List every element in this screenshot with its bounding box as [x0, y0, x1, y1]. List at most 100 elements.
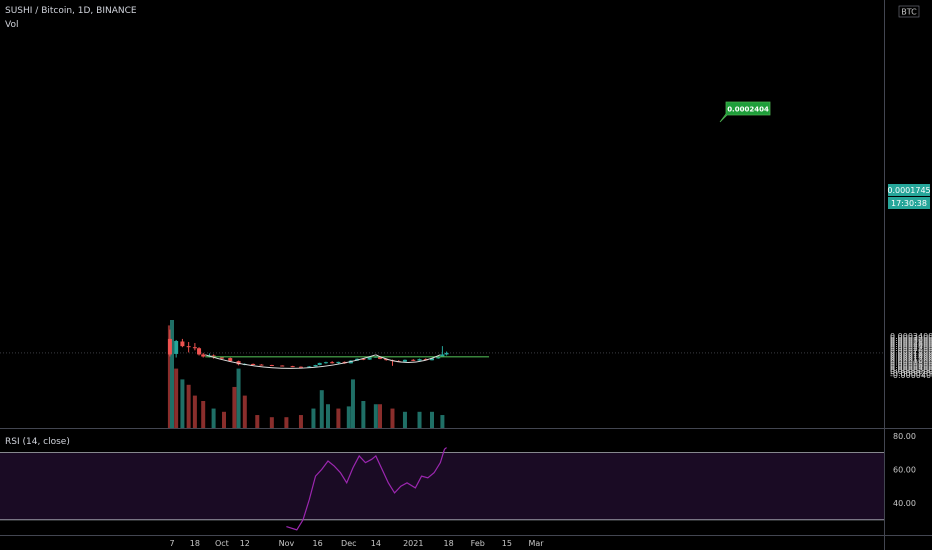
volume-bar	[284, 417, 289, 428]
volume-bar	[346, 406, 351, 428]
volume-bar	[311, 408, 316, 428]
volume-bar	[174, 368, 179, 428]
currency-tag	[898, 5, 920, 18]
rsi-tick-label: 80.00	[893, 432, 916, 441]
candle-body	[298, 366, 303, 368]
volume-bar	[298, 415, 303, 428]
price-tick-label: 0.0002200	[890, 344, 932, 353]
price-tick-label: 0.0002400	[890, 342, 932, 351]
volume-bar	[336, 408, 341, 428]
candle-body	[280, 365, 285, 367]
volume-bar	[417, 411, 422, 428]
volume-bar	[269, 417, 274, 428]
candle-body	[269, 364, 274, 366]
time-tick-label: Nov	[279, 539, 295, 548]
rsi-polyline	[286, 447, 447, 531]
price-tick-label: 0.0003000	[890, 336, 932, 345]
candle-body	[378, 356, 382, 359]
time-tick-label: 18	[444, 539, 454, 548]
volume-bar	[232, 386, 237, 428]
price-tick-label: 0.0001600	[890, 350, 932, 359]
time-tick-label: 16	[313, 539, 323, 548]
volume-bar	[430, 411, 434, 428]
peak-callout-text: 0.0002404	[727, 106, 769, 114]
peak-callout[interactable]	[719, 101, 771, 123]
candle-body	[317, 362, 322, 365]
candle-body	[251, 363, 256, 365]
time-tick-label: Feb	[471, 539, 485, 548]
rsi-line	[286, 447, 447, 531]
candle-body	[186, 346, 191, 348]
rsi-background	[0, 452, 884, 521]
candle-body	[259, 364, 264, 366]
volume-bar	[402, 411, 407, 428]
price-tick-label: 0.0003400	[890, 332, 932, 341]
rsi-legend[interactable]: RSI (14, close)	[5, 437, 70, 447]
volume-bar	[378, 404, 382, 428]
price-tick-label: 0.0001400	[890, 353, 932, 362]
volume-bar	[186, 384, 191, 428]
candle-body	[430, 358, 434, 361]
handle-arc	[375, 354, 441, 363]
candle-body	[219, 357, 224, 359]
pattern-annotations[interactable]	[205, 354, 490, 369]
volume-bar	[192, 395, 197, 428]
symbol-legend[interactable]: SUSHI / Bitcoin, 1D, BINANCE	[5, 6, 137, 16]
time-axis[interactable]: 7 18 Oct 12 Nov 16 Dec 14 2021 18 Feb 15 Mar	[169, 539, 544, 548]
rsi-tick-label: 40.00	[893, 499, 916, 508]
volume-bar	[440, 415, 445, 428]
price-tick-label: 0.0000400	[890, 363, 932, 372]
volume-bar	[170, 320, 174, 428]
price-pane	[0, 0, 884, 428]
volume-bar	[211, 408, 216, 428]
price-tick-label: 0.0002600	[890, 340, 932, 349]
time-tick-label: 18	[190, 539, 200, 548]
price-tick-label: 0.0001000	[890, 357, 932, 366]
candle-body	[423, 359, 428, 361]
price-tick-label: 0.0000800	[890, 359, 932, 368]
candle-body	[440, 354, 445, 357]
candle-body	[180, 341, 185, 347]
candle-body	[402, 359, 407, 362]
candle-body	[174, 340, 179, 354]
rsi-tick-label: 60.00	[893, 465, 916, 474]
volume-bar	[236, 368, 241, 428]
candle-body	[367, 357, 372, 360]
price-axis[interactable]: 0.00034000.00032000.00030000.00028000.00…	[890, 332, 932, 380]
last-price-text: 0.0001745	[887, 186, 930, 195]
volume-bar	[390, 408, 395, 428]
price-tick-label: 0.0001200	[890, 355, 932, 364]
currency-label: BTC	[901, 8, 917, 17]
volume-bar	[167, 325, 172, 428]
time-tick-label: 12	[240, 539, 250, 548]
volume-legend[interactable]: Vol	[5, 20, 19, 30]
volume-bar	[373, 404, 378, 428]
time-tick-label: Oct	[215, 539, 229, 548]
candle-body	[336, 361, 341, 364]
volume-bars	[167, 320, 445, 428]
time-tick-label: Mar	[528, 539, 544, 548]
time-tick-label: Dec	[341, 539, 356, 548]
time-tick-label: 14	[371, 539, 381, 548]
candle-body	[236, 361, 241, 365]
last-price-badge	[888, 184, 930, 196]
volume-bar	[326, 404, 330, 428]
candle-body	[330, 362, 335, 364]
candle-body	[307, 366, 312, 368]
volume-bar	[255, 415, 260, 428]
candle-body	[361, 358, 366, 360]
candle-body	[313, 364, 318, 367]
price-tick-label: 0.0001800	[890, 348, 932, 357]
candle-body	[444, 352, 449, 355]
candle-body	[228, 358, 233, 362]
candle-body	[290, 366, 295, 368]
candle-body	[192, 347, 197, 349]
volume-bar	[319, 390, 324, 428]
countdown-text: 17:30:38	[891, 199, 927, 208]
price-tick-label: 0.0003200	[890, 334, 932, 343]
volume-bar	[350, 379, 355, 428]
volume-bar	[242, 395, 247, 428]
price-tick-label: -0.0000400	[890, 371, 932, 380]
volume-bar	[361, 401, 366, 428]
